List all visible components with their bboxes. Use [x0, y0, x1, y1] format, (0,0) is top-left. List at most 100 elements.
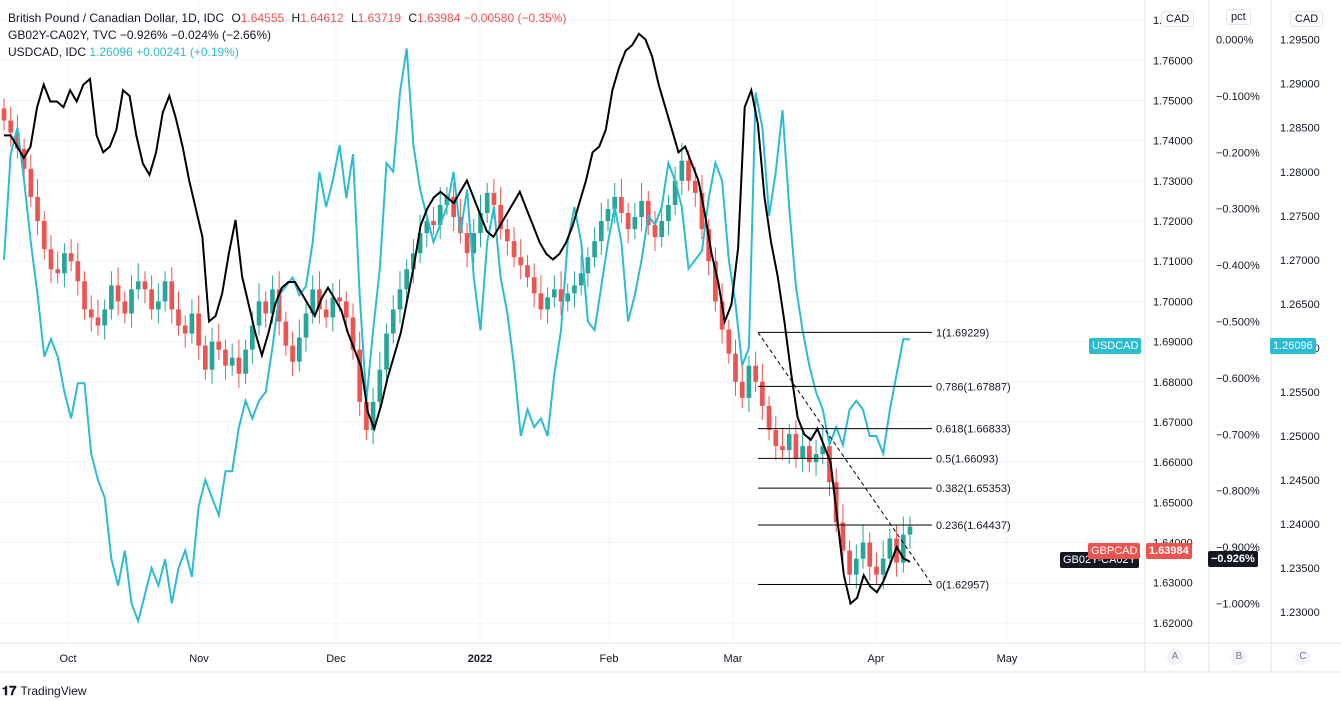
x-axis-tick: Oct	[59, 653, 76, 665]
middle-axis-tick: −0.800%	[1216, 486, 1260, 498]
legend-low-label: L	[350, 11, 358, 25]
candle-body	[820, 446, 826, 455]
candle-body	[209, 341, 215, 370]
legend-usdcad-name[interactable]: USDCAD, IDC	[8, 45, 87, 59]
tradingview-logo-icon[interactable]: 𝟏𝟕	[2, 682, 17, 698]
candle-body	[142, 281, 148, 290]
right-scale-unit[interactable]: CAD	[1290, 11, 1324, 27]
candle-body	[162, 281, 168, 302]
x-axis-tick: Dec	[326, 653, 346, 665]
candle-body	[739, 381, 745, 398]
candle-body	[343, 301, 349, 318]
overlay-lines	[3, 32, 911, 625]
x-axis-tick: Nov	[189, 653, 209, 665]
candle-body	[149, 289, 154, 310]
left-axis-tick: 1.72000	[1153, 216, 1193, 228]
candle-body	[880, 558, 886, 575]
candle-body	[122, 301, 128, 314]
left-axis-tick: 1.75000	[1153, 95, 1193, 107]
candle-body	[505, 229, 510, 242]
candle-body	[565, 293, 571, 302]
candle-body	[62, 253, 67, 274]
legend-high-label: H	[291, 11, 301, 25]
candle-body	[451, 196, 456, 218]
candle-body	[115, 285, 121, 302]
candle-body	[437, 204, 443, 226]
x-axis-tick: Apr	[867, 653, 884, 665]
candle-body	[558, 289, 564, 302]
middle-axis-tick: −0.300%	[1216, 204, 1260, 216]
candle-body	[900, 534, 906, 563]
right-axis-tick: 1.23000	[1280, 607, 1320, 619]
candle-body	[592, 241, 597, 258]
candle-body	[860, 542, 866, 559]
candle-body	[807, 446, 812, 463]
legend-low: 1.63719	[357, 11, 402, 25]
candle-body	[518, 257, 524, 266]
right-axis-tick: 1.25500	[1280, 387, 1320, 399]
middle-axis-tick: −0.700%	[1216, 429, 1260, 441]
right-axis-tick: 1.23500	[1280, 563, 1320, 575]
candle-body	[726, 329, 732, 354]
candle-body	[384, 333, 389, 370]
candle-body	[109, 285, 114, 310]
candle-body	[68, 253, 74, 262]
candle-body	[484, 192, 490, 213]
right-axis-tick: 1.28500	[1280, 123, 1320, 135]
candle-body	[753, 365, 758, 382]
right-axis-tick: 1.28000	[1280, 167, 1320, 179]
legend: British Pound / Canadian Dollar, 1D, IDC…	[8, 10, 567, 61]
candle-body	[773, 430, 779, 447]
candle-body	[444, 196, 450, 205]
legend-close: 1.63984	[417, 11, 461, 25]
candle-body	[894, 538, 899, 563]
candle-body	[223, 349, 228, 366]
candle-body	[276, 289, 282, 322]
candle-body	[263, 301, 269, 314]
candle-body	[478, 212, 483, 234]
candle-body	[760, 381, 765, 406]
scale-button-c[interactable]: C	[1295, 649, 1311, 665]
usdcad-name-badge: USDCAD	[1089, 338, 1142, 354]
fib-level-label: 0.236(1.64437)	[936, 520, 1011, 532]
left-axis-tick: 1.76000	[1153, 55, 1193, 67]
candle-body	[370, 401, 376, 431]
candle-body	[156, 301, 161, 310]
legend-change: −0.00580 (−0.35%)	[463, 11, 567, 25]
left-axis-tick: 1.66000	[1153, 457, 1193, 469]
candle-body	[867, 542, 873, 567]
candle-body	[578, 273, 584, 286]
tradingview-brand[interactable]: TradingView	[20, 683, 87, 698]
candle-body	[35, 196, 40, 222]
candle-body	[189, 313, 195, 334]
legend-spread-name[interactable]: GB02Y-CA02Y, TVC	[8, 28, 117, 42]
right-axis-tick: 1.24000	[1280, 519, 1320, 531]
legend-usdcad-change: +0.00241 (+0.19%)	[136, 45, 239, 59]
left-scale-unit[interactable]: CAD	[1161, 11, 1195, 27]
candle-body	[686, 160, 691, 181]
left-axis-tick: 1.71000	[1153, 256, 1193, 268]
candle-body	[827, 446, 832, 483]
candle-body	[713, 261, 718, 302]
middle-scale-unit[interactable]: pct	[1226, 9, 1251, 25]
candle-body	[786, 434, 792, 451]
middle-axis-tick: −0.200%	[1216, 147, 1260, 159]
candle-body	[229, 357, 235, 366]
candle-body	[766, 405, 772, 431]
candle-body	[605, 208, 611, 222]
candle-body	[632, 217, 638, 230]
gbpcad-name-badge: GBPCAD	[1088, 543, 1141, 559]
candle-body	[377, 369, 383, 402]
candle-body	[424, 221, 430, 234]
fib-level-label: 0.618(1.66833)	[936, 424, 1011, 436]
scale-button-b[interactable]: B	[1231, 649, 1247, 665]
legend-main-name[interactable]: British Pound / Canadian Dollar, 1D, IDC	[8, 11, 225, 25]
fib-level-label: 0.5(1.66093)	[936, 453, 998, 465]
candle-body	[619, 196, 624, 213]
candle-body	[840, 522, 846, 551]
scale-button-a[interactable]: A	[1167, 649, 1183, 665]
candle-body	[357, 349, 363, 402]
candle-body	[719, 301, 725, 330]
candle-body	[28, 168, 34, 197]
